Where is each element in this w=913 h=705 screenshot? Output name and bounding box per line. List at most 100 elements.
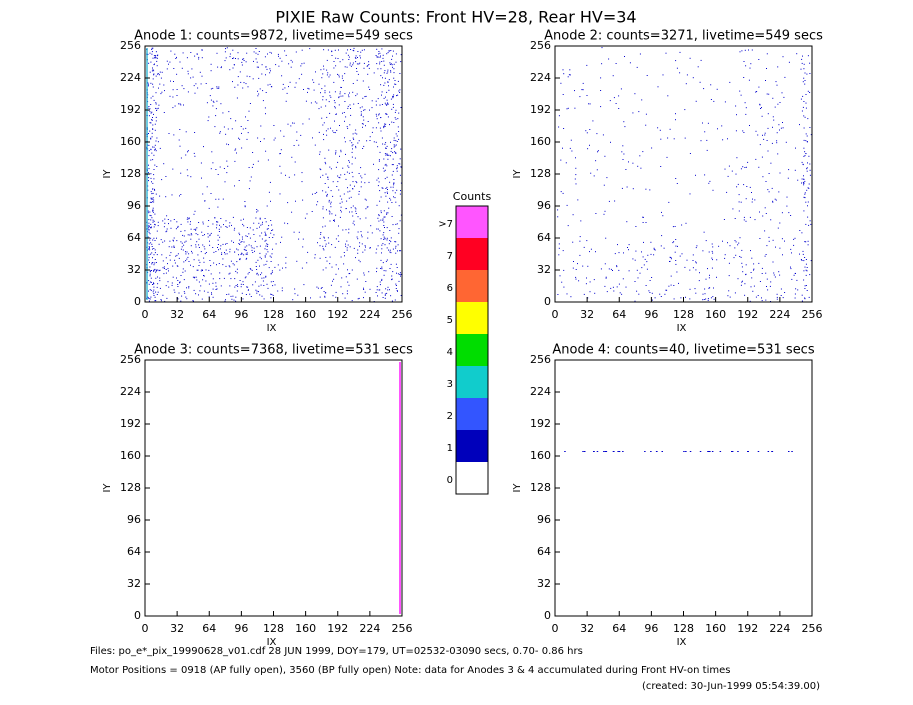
count-pixel [149, 239, 151, 241]
count-pixel [389, 124, 390, 126]
y-tick-label: 256 [120, 39, 141, 52]
count-pixel [722, 240, 723, 242]
count-pixel [287, 202, 289, 204]
count-pixel [779, 247, 781, 249]
count-pixel [334, 120, 335, 122]
count-pixel [747, 451, 749, 452]
count-pixel [356, 68, 357, 69]
count-pixel [399, 174, 401, 176]
count-pixel [261, 272, 263, 274]
count-pixel [259, 88, 261, 90]
count-pixel [377, 217, 379, 219]
count-pixel [335, 65, 337, 67]
count-pixel [360, 114, 362, 116]
count-pixel [628, 244, 630, 246]
count-pixel [383, 72, 385, 74]
count-pixel [209, 235, 211, 237]
count-pixel [186, 57, 188, 59]
count-pixel [155, 269, 157, 271]
count-pixel [379, 56, 381, 58]
count-pixel [759, 104, 761, 106]
count-pixel [233, 57, 235, 59]
count-pixel [389, 63, 391, 65]
count-pixel [200, 270, 202, 272]
count-pixel [340, 149, 342, 151]
count-pixel [392, 170, 394, 172]
count-pixel [398, 131, 400, 132]
count-pixel [393, 122, 395, 123]
count-pixel [376, 286, 378, 288]
count-pixel [179, 61, 181, 63]
count-pixel [804, 116, 806, 118]
count-pixel [384, 297, 386, 299]
count-pixel [308, 118, 310, 120]
count-pixel [375, 127, 377, 129]
count-pixel [586, 95, 588, 96]
count-pixel [225, 48, 226, 50]
count-pixel [675, 60, 677, 62]
count-pixel [585, 283, 587, 285]
count-pixel [378, 114, 380, 116]
count-pixel [776, 84, 778, 86]
count-pixel [313, 81, 315, 83]
count-pixel [369, 89, 371, 90]
count-pixel [569, 69, 571, 71]
count-pixel [184, 292, 186, 294]
count-pixel [264, 240, 266, 242]
count-pixel [601, 63, 603, 65]
count-pixel [245, 235, 247, 237]
count-pixel [399, 163, 401, 165]
count-pixel [344, 173, 346, 175]
count-pixel [335, 150, 337, 152]
count-pixel [686, 74, 688, 76]
count-pixel [391, 216, 393, 217]
count-pixel [348, 284, 350, 286]
count-pixel [736, 157, 738, 159]
y-tick-label: 224 [530, 71, 551, 84]
count-pixel [704, 174, 706, 176]
count-pixel [149, 249, 151, 251]
count-pixel [251, 249, 253, 251]
count-pixel [191, 252, 193, 254]
count-pixel [189, 223, 191, 225]
count-pixel [233, 299, 235, 301]
count-pixel [180, 157, 182, 159]
count-pixel [149, 266, 151, 268]
count-pixel [796, 53, 798, 55]
count-pixel [155, 51, 157, 53]
count-pixel [707, 451, 709, 452]
count-pixel [761, 267, 763, 269]
count-pixel [210, 168, 212, 170]
count-pixel [162, 260, 164, 262]
count-pixel [386, 259, 388, 261]
count-pixel [712, 189, 714, 191]
count-pixel [381, 94, 382, 96]
count-pixel [804, 72, 806, 74]
count-pixel [153, 282, 154, 284]
count-pixel [242, 281, 244, 283]
count-pixel [397, 250, 398, 252]
count-pixel [804, 297, 806, 299]
count-pixel [259, 217, 261, 219]
count-pixel [267, 245, 268, 247]
count-pixel [155, 140, 157, 142]
count-pixel [152, 69, 154, 71]
count-pixel [209, 95, 211, 97]
count-pixel [393, 184, 395, 186]
count-pixel [384, 293, 386, 295]
count-pixel [271, 253, 273, 255]
count-pixel [211, 293, 213, 295]
count-pixel [802, 164, 804, 166]
count-pixel [632, 112, 634, 114]
count-pixel [205, 269, 207, 271]
count-pixel [354, 132, 356, 134]
count-pixel [385, 188, 387, 189]
count-pixel [749, 300, 751, 302]
count-pixel [225, 299, 226, 301]
count-pixel [383, 232, 385, 234]
count-pixel [392, 106, 394, 108]
count-pixel [622, 451, 624, 452]
count-pixel [296, 131, 298, 133]
count-pixel [365, 246, 366, 248]
count-pixel [345, 153, 346, 155]
